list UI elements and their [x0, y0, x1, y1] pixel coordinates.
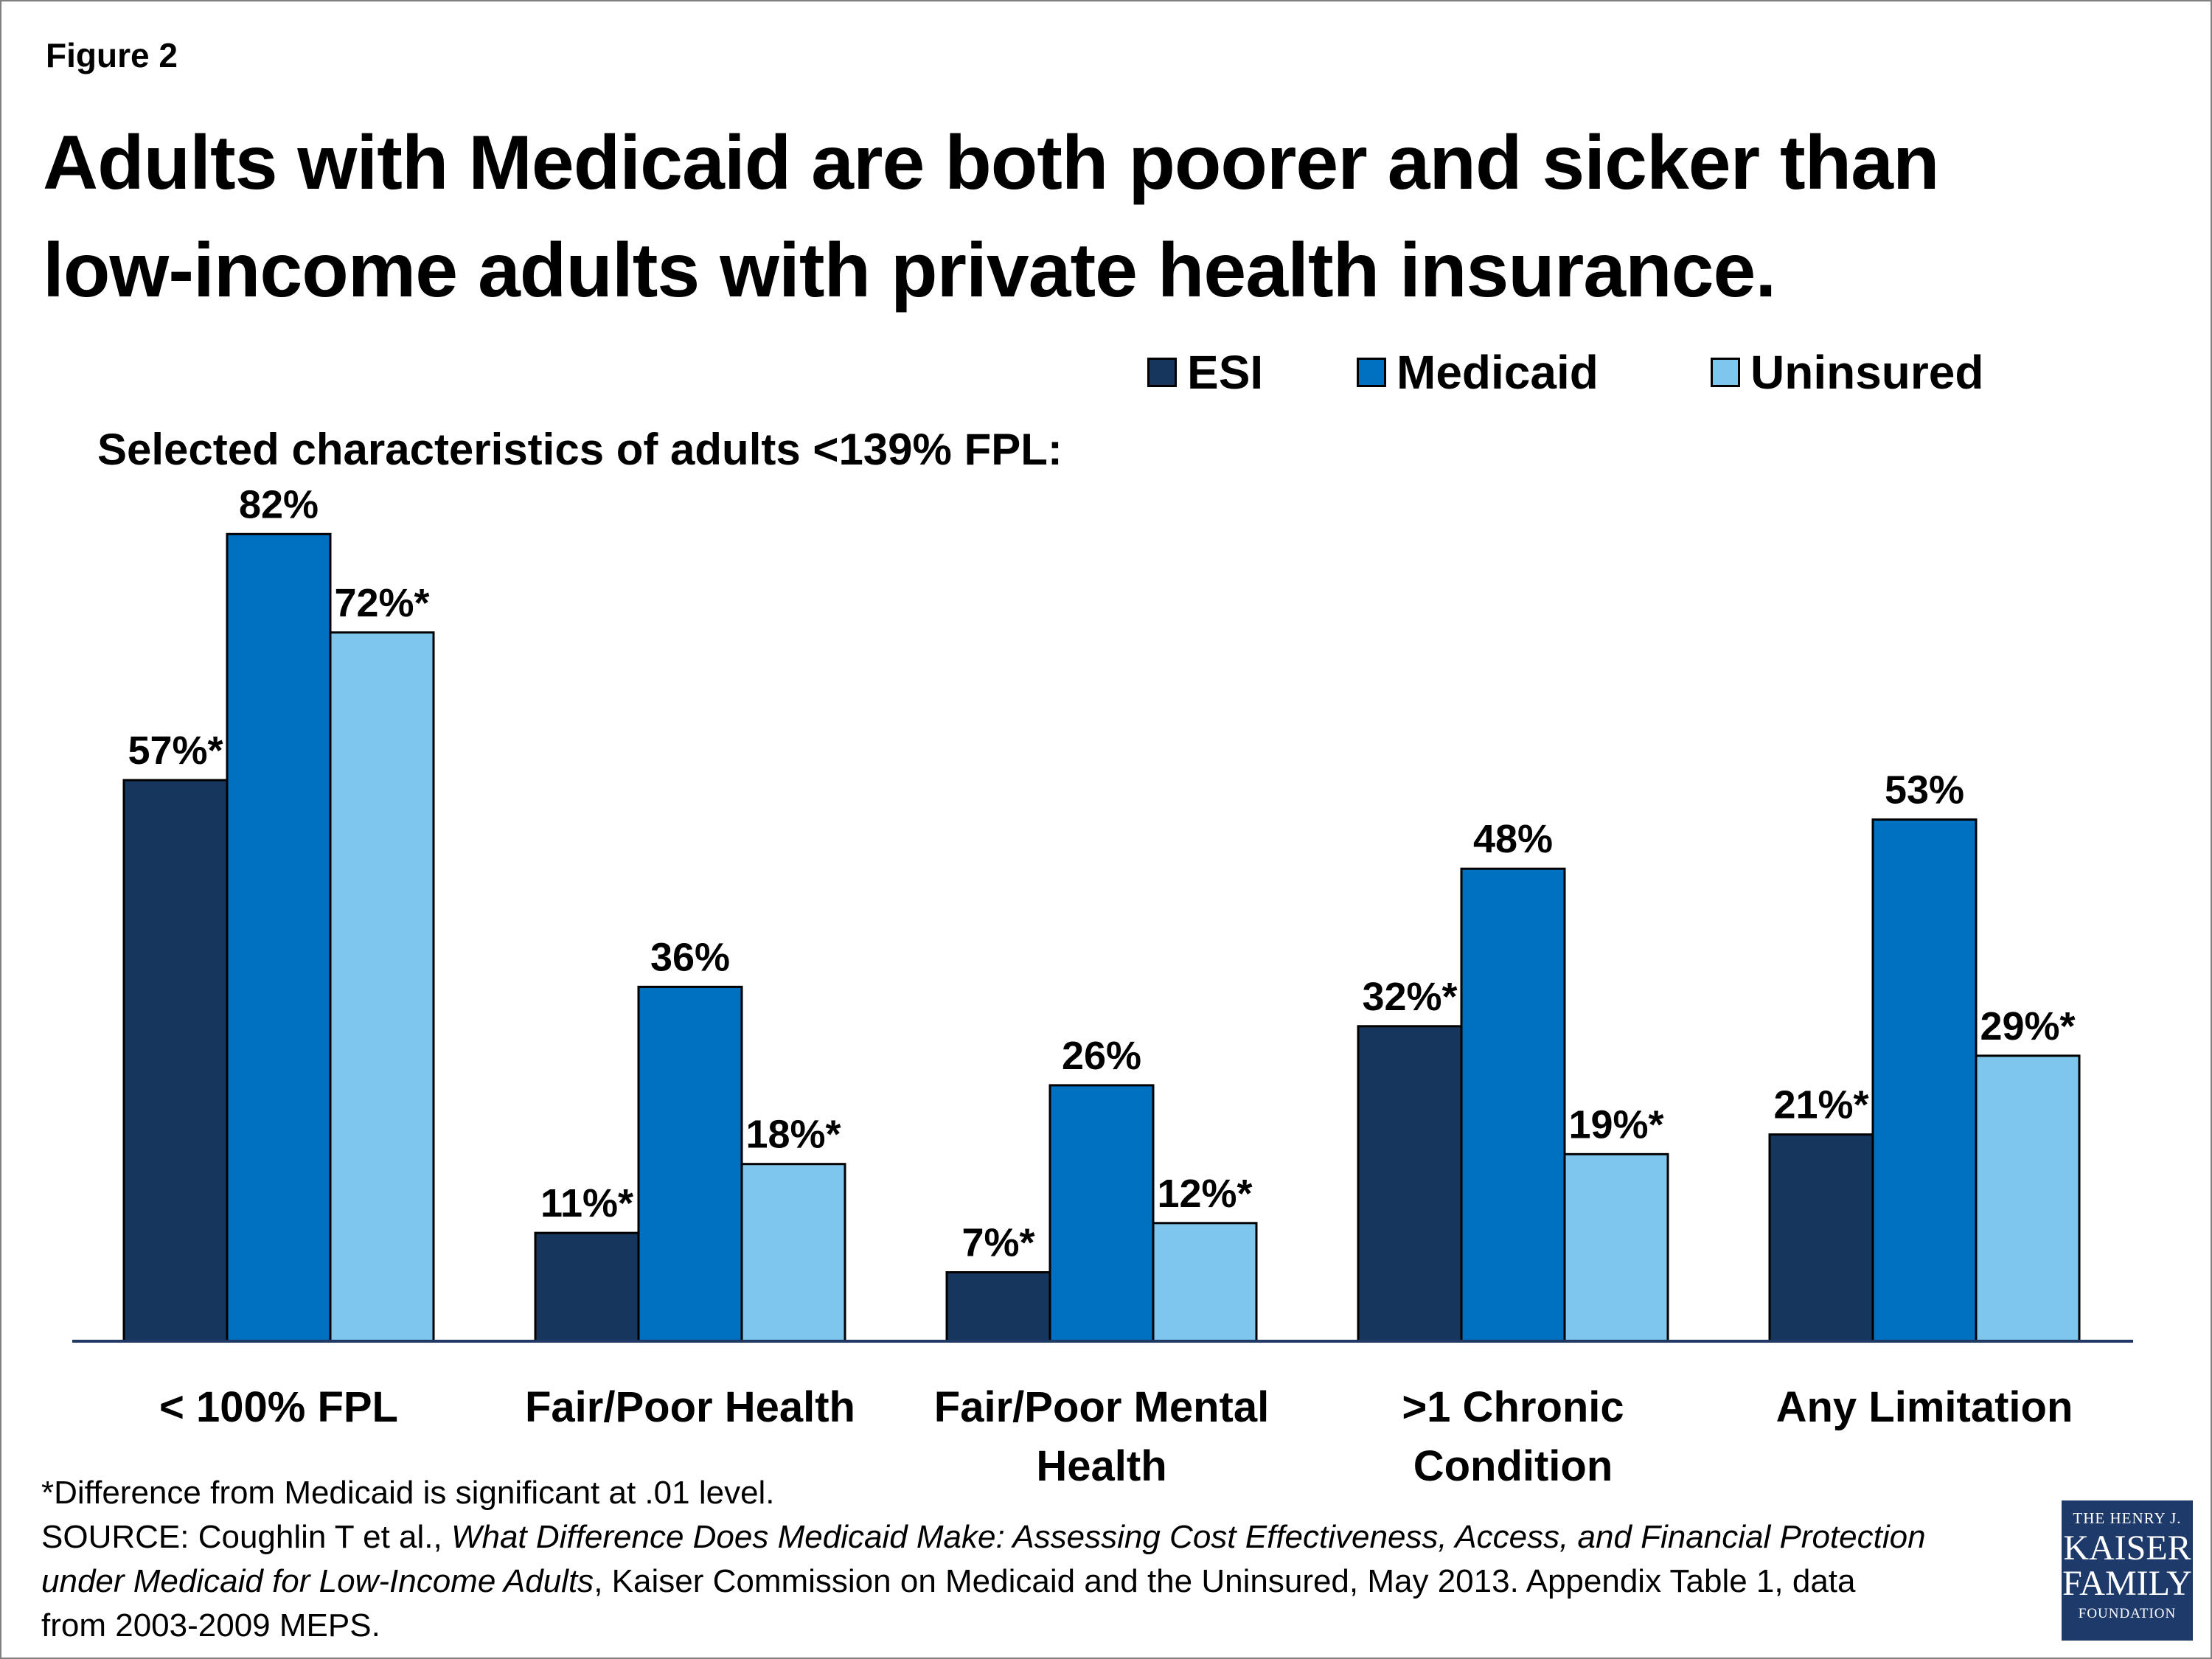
x-tick-label-4: >1 Chronic Condition	[1402, 1383, 1624, 1490]
source-line-4: from 2003-2009 MEPS.	[41, 1607, 380, 1644]
bar-medicaid-1	[226, 532, 332, 1343]
bar-esi-2	[534, 1231, 640, 1343]
legend-item-uninsured: Uninsured	[1711, 346, 1984, 399]
bar-uninsured-5	[1975, 1054, 2081, 1343]
data-label-esi-1: 57%*	[128, 728, 223, 773]
data-label-esi-5: 21%*	[1773, 1083, 1868, 1127]
bar-medicaid-3	[1048, 1084, 1155, 1343]
legend-swatch-esi	[1147, 358, 1177, 387]
x-tick-label-1: < 100% FPL	[159, 1383, 398, 1431]
source-title-part-2: under Medicaid for Low-Income Adults	[41, 1563, 594, 1599]
bar-esi-1	[122, 779, 229, 1343]
bar-uninsured-4	[1563, 1152, 1669, 1343]
bar-medicaid-4	[1460, 867, 1566, 1343]
data-label-medicaid-2: 36%	[650, 935, 730, 979]
data-label-uninsured-5: 29%*	[1980, 1004, 2075, 1048]
bar-esi-4	[1357, 1025, 1463, 1343]
legend-label-medicaid: Medicaid	[1397, 346, 1599, 399]
legend-label-uninsured: Uninsured	[1750, 346, 1984, 399]
source-title-part-1: What Difference Does Medicaid Make: Asse…	[451, 1519, 1926, 1555]
bar-esi-5	[1768, 1133, 1874, 1343]
legend-swatch-uninsured	[1711, 358, 1740, 387]
source-line-1: SOURCE: Coughlin T et al., What Differen…	[41, 1515, 2032, 1559]
chart-title: Adults with Medicaid are both poorer and…	[43, 109, 2107, 324]
data-label-uninsured-4: 19%*	[1568, 1102, 1663, 1147]
source-suffix: , Kaiser Commission on Medicaid and the …	[594, 1563, 1856, 1599]
logo-line-4: FOUNDATION	[2078, 1606, 2177, 1621]
legend-item-esi: ESI	[1147, 346, 1264, 399]
data-label-esi-4: 32%*	[1362, 975, 1457, 1019]
title-line-1: Adults with Medicaid are both poorer and…	[43, 120, 1940, 206]
source-line-2: under Medicaid for Low-Income Adults, Ka…	[41, 1559, 2032, 1604]
bar-esi-3	[945, 1271, 1051, 1343]
x-tick-label-2: Fair/Poor Health	[525, 1383, 855, 1431]
bar-uninsured-3	[1152, 1222, 1258, 1343]
data-label-uninsured-1: 72%*	[334, 581, 429, 625]
data-label-esi-3: 7%*	[961, 1221, 1034, 1265]
chart-subtitle: Selected characteristics of adults <139%…	[97, 425, 1062, 474]
logo-line-1: THE HENRY J.	[2073, 1509, 2182, 1527]
legend-item-medicaid: Medicaid	[1357, 346, 1599, 399]
bar-uninsured-2	[740, 1163, 846, 1343]
logo-line-3: FAMILY	[2062, 1564, 2192, 1603]
data-label-uninsured-2: 18%*	[745, 1113, 841, 1157]
significance-note: *Difference from Medicaid is significant…	[41, 1475, 775, 1511]
title-line-2: low-income adults with private health in…	[43, 228, 1776, 313]
x-tick-label-5: Any Limitation	[1776, 1383, 2073, 1431]
logo-line-2: KAISER	[2063, 1528, 2191, 1568]
bar-uninsured-1	[329, 631, 435, 1343]
x-tick-label-3: Fair/Poor Mental Health	[934, 1383, 1269, 1490]
data-label-medicaid-1: 82%	[239, 482, 319, 526]
source-prefix: SOURCE: Coughlin T et al.,	[41, 1519, 451, 1555]
bar-medicaid-5	[1871, 818, 1978, 1343]
data-label-medicaid-5: 53%	[1885, 768, 1964, 812]
data-label-medicaid-4: 48%	[1473, 817, 1553, 861]
kff-logo: THE HENRY J. KAISER FAMILY FOUNDATION	[2062, 1500, 2193, 1641]
figure-label: Figure 2	[46, 36, 178, 74]
legend-swatch-medicaid	[1357, 358, 1386, 387]
footnote: *Difference from Medicaid is significant…	[41, 1471, 2032, 1648]
bar-medicaid-2	[637, 985, 743, 1343]
legend-label-esi: ESI	[1187, 346, 1264, 399]
data-label-esi-2: 11%*	[540, 1181, 633, 1225]
data-label-medicaid-3: 26%	[1062, 1034, 1141, 1078]
data-label-uninsured-3: 12%*	[1157, 1172, 1252, 1216]
